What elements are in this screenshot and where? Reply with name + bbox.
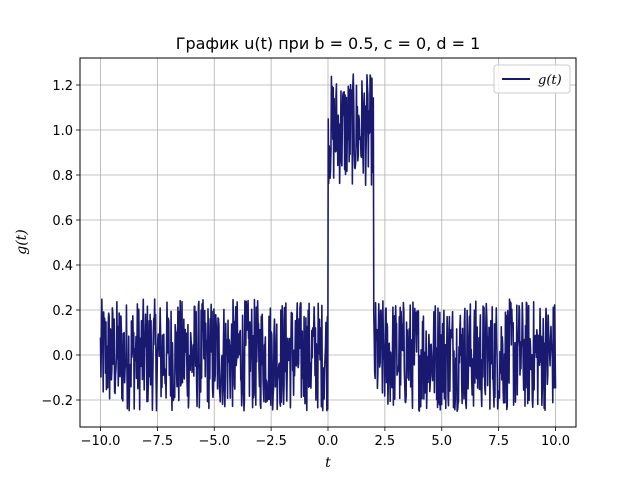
- y-tick-label: 0.8: [52, 169, 73, 184]
- y-tick-label: 0.0: [52, 349, 73, 364]
- x-tick-label: 2.5: [375, 434, 396, 449]
- x-tick-label: −10.0: [81, 434, 121, 449]
- series-layer: [99, 73, 557, 412]
- x-tick-label: −5.0: [198, 434, 230, 449]
- x-tick-label: −7.5: [142, 434, 174, 449]
- y-tick-label: −0.2: [41, 394, 73, 409]
- series-line-g: [99, 73, 557, 412]
- y-tick-label: 0.6: [52, 214, 73, 229]
- y-axis-label: g(t): [14, 229, 30, 255]
- y-tick-label: 1.0: [52, 124, 73, 139]
- y-tick-label: 0.4: [52, 259, 73, 274]
- x-axis-label: t: [325, 455, 331, 471]
- x-tick-label: −2.5: [255, 434, 287, 449]
- y-ticks: −0.2 0.0 0.2 0.4 0.6 0.8 1.0 1.2: [41, 79, 80, 409]
- legend-box: [493, 64, 571, 94]
- chart-title: График u(t) при b = 0.5, c = 0, d = 1: [176, 34, 481, 53]
- x-tick-label: 10.0: [541, 434, 570, 449]
- legend: g(t): [493, 64, 571, 94]
- y-tick-label: 1.2: [52, 79, 73, 94]
- y-tick-label: 0.2: [52, 304, 73, 319]
- x-tick-label: 0.0: [318, 434, 339, 449]
- x-tick-label: 7.5: [488, 434, 509, 449]
- legend-label: g(t): [538, 73, 562, 88]
- x-ticks: −10.0 −7.5 −5.0 −2.5 0.0 2.5 5.0 7.5 10.0: [81, 427, 570, 449]
- x-tick-label: 5.0: [431, 434, 452, 449]
